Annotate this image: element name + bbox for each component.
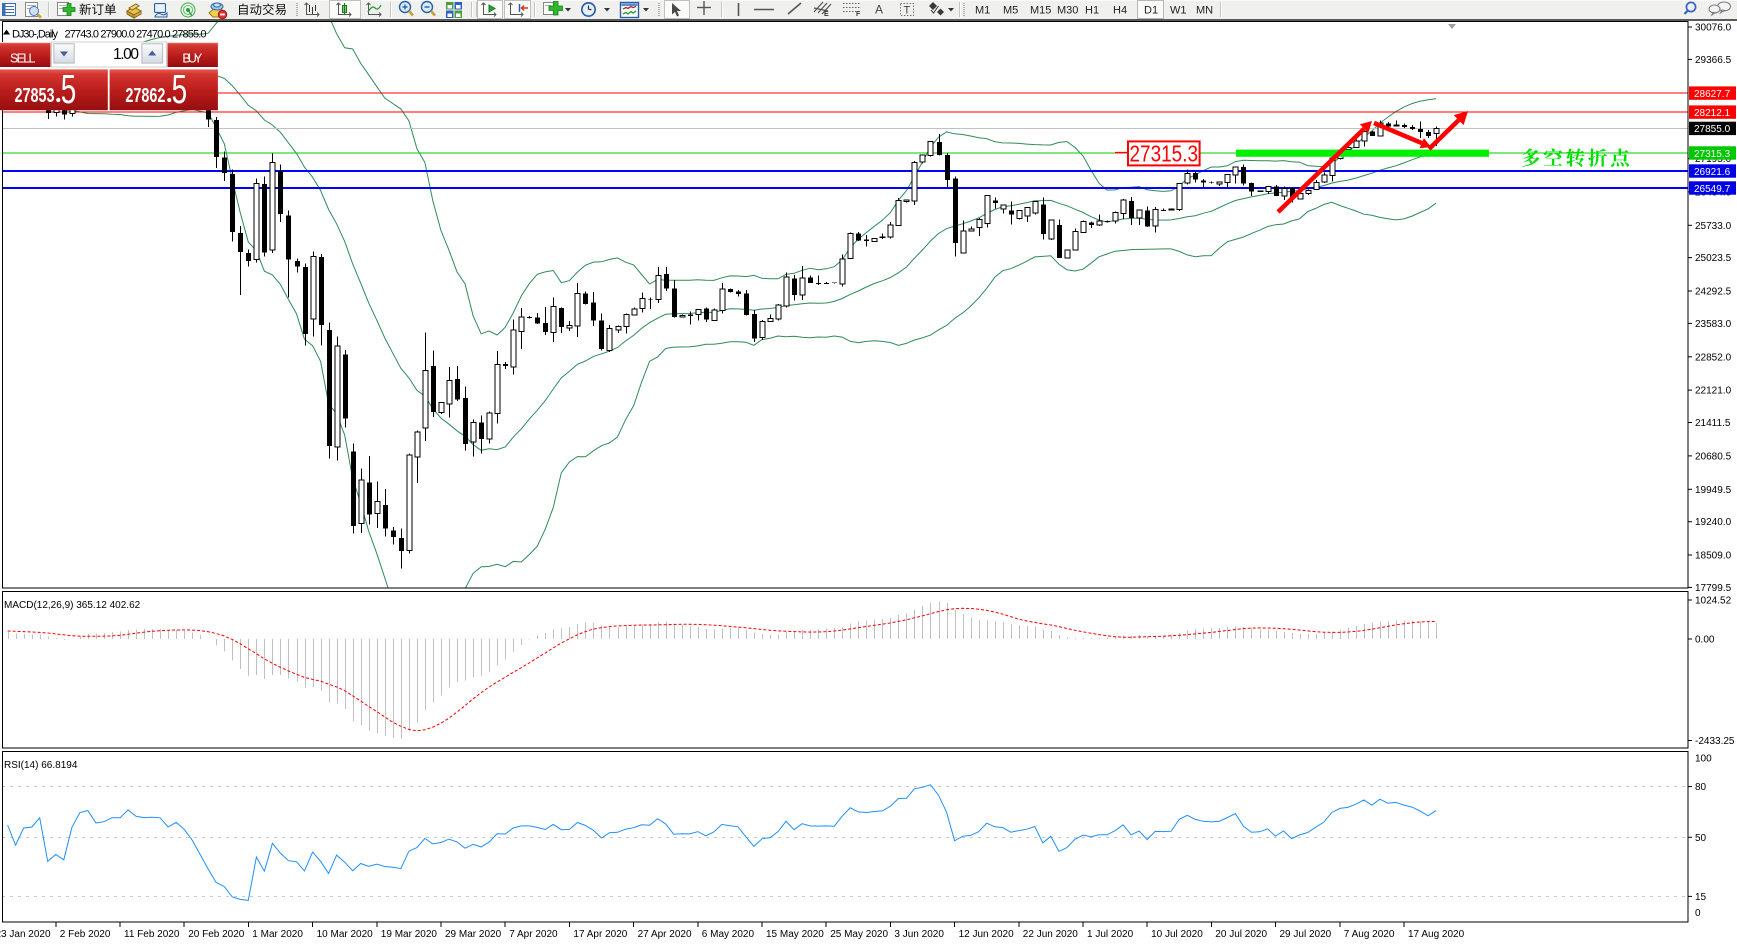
svg-text:20 Feb 2020: 20 Feb 2020 [188, 929, 245, 940]
svg-text:20680.5: 20680.5 [1695, 451, 1732, 462]
svg-text:21411.5: 21411.5 [1695, 418, 1731, 429]
svg-text:24292.5: 24292.5 [1695, 287, 1732, 298]
svg-text:19949.5: 19949.5 [1695, 485, 1732, 496]
svg-text:27862: 27862 [125, 85, 165, 107]
svg-text:29 Jul 2020: 29 Jul 2020 [1280, 929, 1332, 940]
svg-text:1 Mar 2020: 1 Mar 2020 [252, 929, 303, 940]
svg-text:MN: MN [1196, 5, 1213, 17]
svg-text:25 May 2020: 25 May 2020 [830, 929, 888, 940]
svg-text:100: 100 [1695, 754, 1712, 765]
svg-text:10 Mar 2020: 10 Mar 2020 [317, 929, 374, 940]
svg-text:2 Feb 2020: 2 Feb 2020 [60, 929, 111, 940]
svg-text:1.00: 1.00 [113, 46, 139, 63]
svg-text:MACD(12,26,9) 365.12 402.62: MACD(12,26,9) 365.12 402.62 [4, 600, 141, 611]
svg-text:W1: W1 [1170, 5, 1187, 17]
svg-text:27853: 27853 [15, 85, 55, 107]
svg-text:22121.0: 22121.0 [1695, 386, 1732, 397]
svg-text:29 Mar 2020: 29 Mar 2020 [445, 929, 502, 940]
svg-text:18509.0: 18509.0 [1695, 551, 1732, 562]
svg-text:22 Jun 2020: 22 Jun 2020 [1023, 929, 1078, 940]
svg-text:5: 5 [61, 66, 77, 112]
svg-text:22852.0: 22852.0 [1695, 352, 1732, 363]
svg-text:27315.3: 27315.3 [1130, 141, 1199, 167]
svg-text:M1: M1 [975, 5, 990, 17]
svg-text:H4: H4 [1113, 5, 1127, 17]
svg-text:BUY: BUY [182, 51, 203, 65]
svg-text:T: T [904, 5, 911, 17]
svg-text:80: 80 [1695, 782, 1707, 793]
svg-text:20 Jul 2020: 20 Jul 2020 [1215, 929, 1267, 940]
svg-text:DJ30-,Daily: DJ30-,Daily [12, 29, 59, 41]
svg-text:23 Jan 2020: 23 Jan 2020 [0, 929, 51, 940]
svg-text:17 Apr 2020: 17 Apr 2020 [573, 929, 627, 940]
svg-text:E: E [824, 11, 829, 18]
svg-text:5: 5 [172, 66, 188, 112]
svg-text:SELL: SELL [10, 51, 36, 65]
svg-text:-2433.25: -2433.25 [1695, 736, 1735, 747]
svg-text:28212.1: 28212.1 [1694, 108, 1731, 119]
svg-text:19 Mar 2020: 19 Mar 2020 [381, 929, 438, 940]
svg-text:27 Apr 2020: 27 Apr 2020 [638, 929, 692, 940]
svg-text:F: F [856, 11, 861, 18]
svg-text:0: 0 [1695, 908, 1701, 919]
svg-text:28627.7: 28627.7 [1694, 89, 1731, 100]
svg-text:17 Aug 2020: 17 Aug 2020 [1408, 929, 1465, 940]
svg-text:17799.5: 17799.5 [1695, 583, 1732, 594]
svg-text:26921.6: 26921.6 [1694, 167, 1731, 178]
svg-text:25023.5: 25023.5 [1695, 253, 1732, 264]
svg-text:M30: M30 [1057, 5, 1078, 17]
svg-text:11 Feb 2020: 11 Feb 2020 [124, 929, 180, 940]
svg-text:M5: M5 [1003, 5, 1018, 17]
svg-text:27855.0: 27855.0 [1694, 124, 1731, 135]
svg-text:25733.0: 25733.0 [1695, 221, 1732, 232]
svg-text:50: 50 [1695, 833, 1707, 844]
svg-text:7 Apr 2020: 7 Apr 2020 [509, 929, 558, 940]
svg-text:1024.52: 1024.52 [1695, 596, 1732, 607]
svg-text:H1: H1 [1085, 5, 1099, 17]
svg-text:A: A [875, 3, 883, 17]
svg-text:30076.0: 30076.0 [1695, 23, 1732, 34]
svg-text:26549.7: 26549.7 [1694, 184, 1731, 195]
svg-text:27743.0 27900.0 27470.0 27855.: 27743.0 27900.0 27470.0 27855.0 [65, 29, 207, 41]
svg-text:23583.0: 23583.0 [1695, 319, 1732, 330]
svg-text:15 May 2020: 15 May 2020 [766, 929, 824, 940]
svg-text:0.00: 0.00 [1695, 635, 1715, 646]
svg-text:15: 15 [1695, 892, 1707, 903]
svg-text:RSI(14) 66.8194: RSI(14) 66.8194 [4, 760, 78, 771]
svg-text:27315.3: 27315.3 [1694, 149, 1731, 160]
svg-text:D1: D1 [1144, 5, 1158, 17]
svg-text:1 Jul 2020: 1 Jul 2020 [1087, 929, 1134, 940]
svg-text:M15: M15 [1030, 5, 1051, 17]
svg-text:3 Jun 2020: 3 Jun 2020 [894, 929, 944, 940]
svg-text:7 Aug 2020: 7 Aug 2020 [1344, 929, 1395, 940]
svg-text:12 Jun 2020: 12 Jun 2020 [959, 929, 1014, 940]
svg-text:6 May 2020: 6 May 2020 [702, 929, 755, 940]
svg-text:10 Jul 2020: 10 Jul 2020 [1151, 929, 1203, 940]
svg-text:19240.0: 19240.0 [1695, 517, 1732, 528]
svg-text:29366.5: 29366.5 [1695, 55, 1732, 66]
